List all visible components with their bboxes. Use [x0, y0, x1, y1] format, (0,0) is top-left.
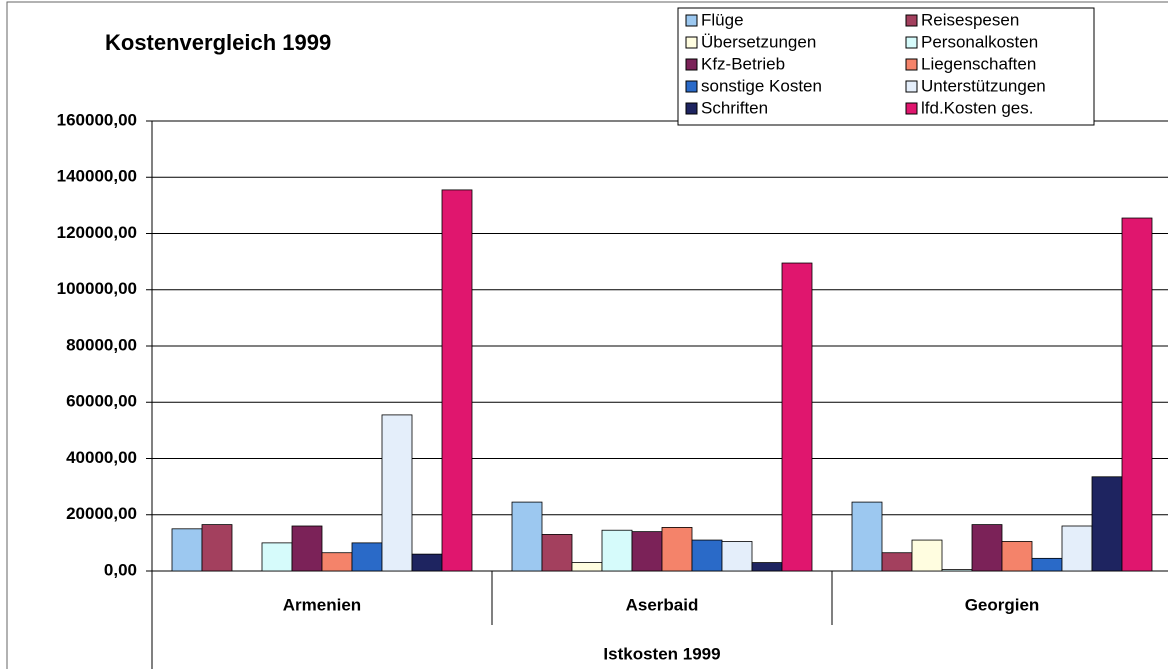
bar: [1001, 541, 1033, 572]
bar: [201, 524, 233, 572]
chart-frame: [6, 1, 1168, 669]
legend-label: Unterstützungen: [921, 76, 1046, 95]
bar: [941, 569, 973, 572]
bar: [261, 542, 293, 572]
legend-label: Übersetzungen: [701, 32, 816, 51]
bar: [291, 525, 323, 572]
bar: [1031, 557, 1063, 572]
legend-swatch: [685, 102, 698, 115]
bar: [631, 531, 663, 572]
legend-swatch: [685, 80, 698, 93]
bar: [661, 527, 693, 572]
y-tick-label: 40000,00: [66, 448, 137, 467]
legend-swatch: [685, 58, 698, 71]
y-tick-label: 60000,00: [66, 392, 137, 411]
bar: [851, 501, 883, 572]
bar: [411, 553, 443, 572]
y-tick-label: 80000,00: [66, 335, 137, 354]
bar: [1061, 525, 1093, 572]
legend-label: Liegenschaften: [921, 54, 1036, 73]
y-tick-label: 140000,00: [57, 167, 137, 186]
legend-label: Flüge: [701, 10, 744, 29]
y-tick-label: 20000,00: [66, 504, 137, 523]
legend-box: [677, 7, 1095, 126]
bar: [971, 524, 1003, 572]
legend-label: lfd.Kosten ges.: [921, 98, 1033, 117]
x-tick-label: Armenien: [283, 595, 361, 614]
bar: [571, 562, 603, 572]
x-axis-title: Istkosten 1999: [603, 644, 720, 663]
bar: [601, 529, 633, 572]
y-tick-label: 160000,00: [57, 110, 137, 129]
bar: [441, 189, 473, 572]
x-tick-label: Georgien: [965, 595, 1040, 614]
bar: [511, 501, 543, 572]
y-tick-label: 100000,00: [57, 279, 137, 298]
legend-label: Reisespesen: [921, 10, 1019, 29]
legend-swatch: [905, 102, 918, 115]
bar: [911, 539, 943, 572]
x-tick-label: Aserbaid: [626, 595, 699, 614]
legend-label: Personalkosten: [921, 32, 1038, 51]
bar: [1091, 476, 1123, 572]
bar: [691, 539, 723, 572]
bar: [381, 414, 413, 572]
y-tick-label: 0,00: [104, 560, 137, 579]
legend-label: Kfz-Betrieb: [701, 54, 785, 73]
legend-swatch: [905, 80, 918, 93]
legend-swatch: [685, 14, 698, 27]
legend-label: sonstige Kosten: [701, 76, 822, 95]
bar: [321, 552, 353, 572]
bar: [541, 534, 573, 572]
chart-title: Kostenvergleich 1999: [105, 30, 331, 55]
legend-swatch: [685, 36, 698, 49]
bar: [171, 528, 203, 572]
bar: [721, 541, 753, 572]
bar: [751, 562, 783, 572]
legend-label: Schriften: [701, 98, 768, 117]
legend-swatch: [905, 36, 918, 49]
legend-swatch: [905, 58, 918, 71]
bar: [1121, 217, 1153, 572]
legend-swatch: [905, 14, 918, 27]
bar: [351, 542, 383, 572]
y-tick-label: 120000,00: [57, 223, 137, 242]
bar: [781, 262, 813, 572]
bar: [881, 552, 913, 572]
